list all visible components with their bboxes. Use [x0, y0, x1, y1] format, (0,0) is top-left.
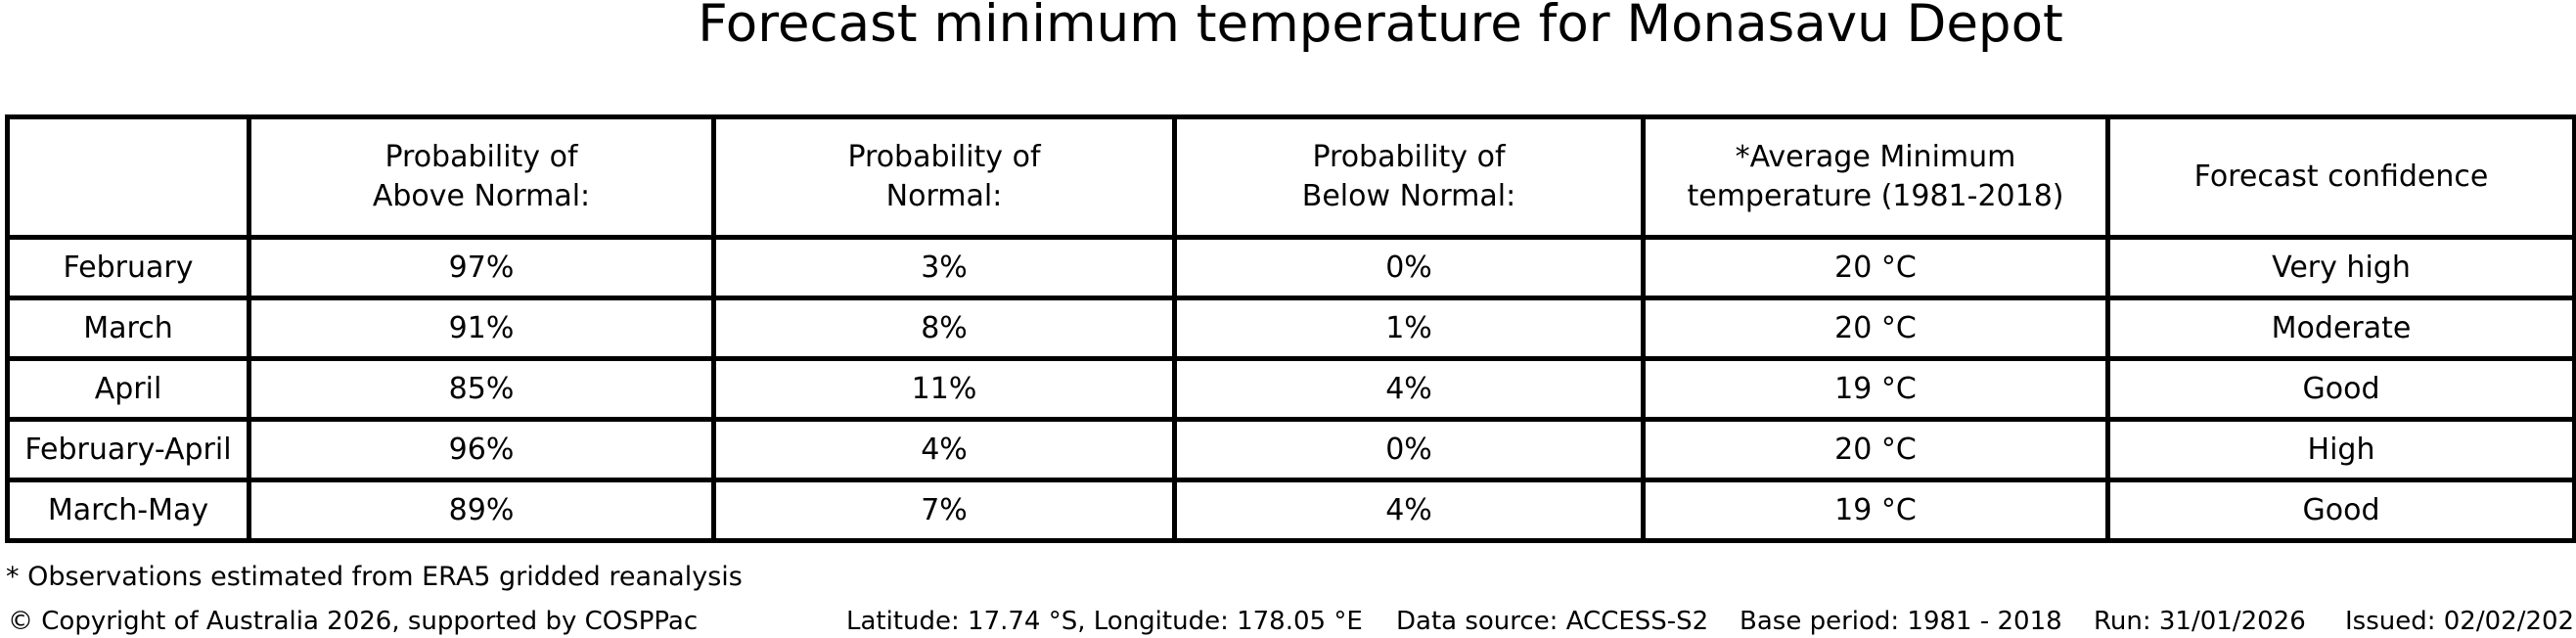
- cell-below-normal: 4%: [1172, 356, 1646, 422]
- cell-avg-min-temp: 19 °C: [1641, 356, 2110, 422]
- cell-above-normal: 96%: [247, 417, 716, 482]
- page-title: Forecast minimum temperature for Monasav…: [698, 0, 2063, 54]
- run-date-text: Run: 31/01/2026: [2094, 607, 2306, 636]
- cell-normal: 11%: [711, 356, 1177, 422]
- table-row-march-may: March-May 89% 7% 4% 19 °C Good: [5, 478, 2576, 543]
- corner-cell: [5, 114, 251, 240]
- row-label: February: [5, 235, 251, 300]
- cell-normal: 4%: [711, 417, 1177, 482]
- cell-forecast-confidence: High: [2105, 417, 2576, 482]
- cell-avg-min-temp: 20 °C: [1641, 296, 2110, 361]
- cell-avg-min-temp: 19 °C: [1641, 478, 2110, 543]
- row-label: February-April: [5, 417, 251, 482]
- cell-below-normal: 1%: [1172, 296, 1646, 361]
- table-header-row: Probability of Above Normal: Probability…: [5, 114, 2576, 240]
- row-label: March: [5, 296, 251, 361]
- base-period-text: Base period: 1981 - 2018: [1740, 607, 2062, 636]
- cell-above-normal: 97%: [247, 235, 716, 300]
- cell-forecast-confidence: Good: [2105, 478, 2576, 543]
- observations-footnote: * Observations estimated from ERA5 gridd…: [6, 562, 743, 592]
- col-header-below-normal: Probability of Below Normal:: [1172, 114, 1646, 240]
- footer-bar: © Copyright of Australia 2026, supported…: [0, 607, 2576, 638]
- table-row-march: March 91% 8% 1% 20 °C Moderate: [5, 296, 2576, 361]
- cell-above-normal: 91%: [247, 296, 716, 361]
- table-row-april: April 85% 11% 4% 19 °C Good: [5, 356, 2576, 422]
- table-row-february: February 97% 3% 0% 20 °C Very high: [5, 235, 2576, 300]
- cell-above-normal: 89%: [247, 478, 716, 543]
- cell-forecast-confidence: Very high: [2105, 235, 2576, 300]
- cell-below-normal: 0%: [1172, 235, 1646, 300]
- col-header-above-normal: Probability of Above Normal:: [247, 114, 716, 240]
- copyright-text: © Copyright of Australia 2026, supported…: [8, 607, 699, 636]
- cell-normal: 8%: [711, 296, 1177, 361]
- cell-forecast-confidence: Moderate: [2105, 296, 2576, 361]
- cell-above-normal: 85%: [247, 356, 716, 422]
- cell-avg-min-temp: 20 °C: [1641, 417, 2110, 482]
- cell-avg-min-temp: 20 °C: [1641, 235, 2110, 300]
- cell-normal: 3%: [711, 235, 1177, 300]
- location-text: Latitude: 17.74 °S, Longitude: 178.05 °E: [846, 607, 1363, 636]
- forecast-table: Probability of Above Normal: Probability…: [5, 114, 2576, 543]
- col-header-normal: Probability of Normal:: [711, 114, 1177, 240]
- row-label: April: [5, 356, 251, 422]
- data-source-text: Data source: ACCESS-S2: [1396, 607, 1709, 636]
- issued-date-text: Issued: 02/02/2026: [2345, 607, 2576, 636]
- row-label: March-May: [5, 478, 251, 543]
- cell-below-normal: 4%: [1172, 478, 1646, 543]
- cell-forecast-confidence: Good: [2105, 356, 2576, 422]
- cell-below-normal: 0%: [1172, 417, 1646, 482]
- col-header-avg-min-temp: *Average Minimum temperature (1981-2018): [1641, 114, 2110, 240]
- table-row-february-april: February-April 96% 4% 0% 20 °C High: [5, 417, 2576, 482]
- col-header-forecast-confidence: Forecast confidence: [2105, 114, 2576, 240]
- cell-normal: 7%: [711, 478, 1177, 543]
